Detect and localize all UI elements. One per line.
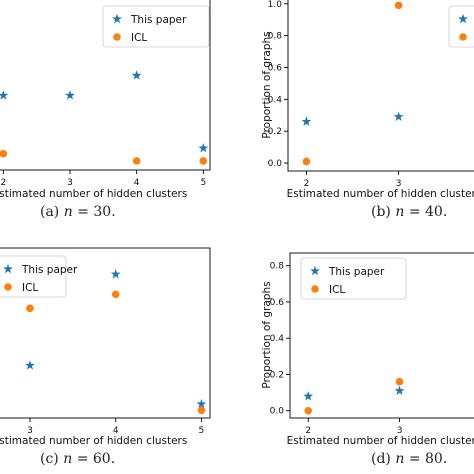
y-tick-label: 0.2 bbox=[270, 370, 284, 380]
x-tick-label: 3 bbox=[67, 178, 73, 188]
legend-box bbox=[102, 5, 210, 48]
caption-a: (a) n = 30. bbox=[40, 204, 116, 220]
data-point-this-paper bbox=[110, 269, 121, 279]
y-axis-label: Proportion of graphs bbox=[261, 281, 273, 388]
axes-frame bbox=[287, 0, 474, 172]
data-point-this-paper bbox=[65, 90, 75, 100]
legend-marker-icl bbox=[4, 283, 12, 291]
y-tick-label: 0.0 bbox=[270, 407, 285, 417]
axes-frame bbox=[0, 247, 211, 419]
y-tick-label: 1.0 bbox=[268, 0, 283, 10]
data-point-icl bbox=[304, 406, 313, 415]
x-tick-label: 2 bbox=[304, 179, 310, 189]
data-point-this-paper bbox=[25, 360, 35, 370]
data-point-this-paper bbox=[131, 70, 142, 80]
caption-d: (d) n = 80. bbox=[371, 451, 448, 467]
axes-frame bbox=[289, 252, 474, 419]
legend-box bbox=[448, 5, 474, 48]
x-tick-label: 4 bbox=[113, 426, 119, 436]
x-tick-label: 3 bbox=[396, 179, 402, 189]
x-axis-label: Estimated number of hidden clusters bbox=[0, 435, 187, 447]
caption-b: (b) n = 40. bbox=[371, 204, 448, 220]
y-tick-label: 0.4 bbox=[270, 334, 285, 344]
y-tick-label: 0.2 bbox=[268, 127, 282, 137]
y-tick-label: 0.4 bbox=[268, 95, 283, 105]
data-point-this-paper bbox=[196, 398, 207, 409]
legend-marker-icl bbox=[311, 285, 319, 293]
data-point-this-paper bbox=[0, 90, 9, 100]
legend: This paper ICL bbox=[300, 257, 407, 300]
panel-c: 3 4 5 Estimated number of hidden clusters Th… bbox=[0, 247, 211, 447]
x-tick-label: 3 bbox=[27, 426, 33, 436]
legend-box bbox=[300, 257, 407, 300]
legend-label: This paper bbox=[328, 266, 385, 278]
data-point-icl bbox=[199, 157, 208, 165]
x-tick-label: 3 bbox=[397, 426, 403, 436]
x-tick-label: 2 bbox=[0, 178, 6, 188]
x-axis-label: Estimated number of hidden clusters bbox=[0, 188, 187, 200]
legend-label: This paper bbox=[130, 14, 187, 26]
data-point-icl bbox=[111, 290, 120, 299]
legend-label: ICL bbox=[22, 282, 38, 294]
x-axis-label: Estimated number of hidden clusters bbox=[287, 188, 474, 200]
data-point-icl bbox=[26, 304, 34, 313]
panel-a: 2 3 4 5 Estimated number of hidden clusters T… bbox=[0, 0, 211, 200]
data-point-icl bbox=[132, 157, 141, 165]
x-tick-label: 5 bbox=[199, 426, 205, 436]
y-tick-label: 0.0 bbox=[268, 159, 283, 169]
legend-marker-icl bbox=[459, 33, 467, 41]
y-tick-label: 0.6 bbox=[268, 63, 283, 73]
y-axis-label: Proportion of graphs bbox=[261, 31, 273, 138]
data-point-this-paper bbox=[394, 385, 405, 396]
legend-marker-this-paper bbox=[3, 263, 13, 274]
legend-label: ICL bbox=[131, 32, 147, 44]
caption-c: (c) n = 60. bbox=[40, 451, 116, 467]
legend-label: ICL bbox=[329, 284, 345, 296]
x-axis-label: Estimated number of hidden clusters bbox=[287, 435, 474, 447]
data-point-this-paper bbox=[198, 142, 209, 153]
legend-label: This paper bbox=[21, 264, 78, 276]
legend-marker-this-paper bbox=[458, 13, 468, 24]
legend-marker-this-paper bbox=[310, 265, 320, 276]
data-point-this-paper bbox=[303, 391, 314, 401]
legend-box bbox=[0, 255, 67, 298]
legend: This paper ICL bbox=[0, 255, 78, 298]
y-tick-label: 0.8 bbox=[270, 262, 285, 272]
legend: This paper ICL bbox=[102, 5, 210, 48]
axes-frame bbox=[0, 0, 211, 171]
legend-marker-this-paper bbox=[112, 13, 122, 24]
x-tick-label: 5 bbox=[200, 178, 206, 188]
data-point-this-paper bbox=[393, 111, 404, 122]
data-point-icl bbox=[394, 1, 403, 10]
y-tick-label: 0.6 bbox=[270, 298, 285, 308]
x-tick-label: 4 bbox=[134, 178, 140, 188]
data-point-icl bbox=[0, 149, 8, 158]
x-tick-label: 2 bbox=[305, 426, 311, 436]
data-point-this-paper bbox=[301, 116, 312, 126]
y-tick-label: 0.8 bbox=[268, 32, 283, 42]
data-point-icl bbox=[395, 377, 404, 386]
data-point-icl bbox=[197, 406, 206, 415]
data-point-icl bbox=[302, 157, 311, 166]
legend-marker-icl bbox=[113, 33, 121, 41]
